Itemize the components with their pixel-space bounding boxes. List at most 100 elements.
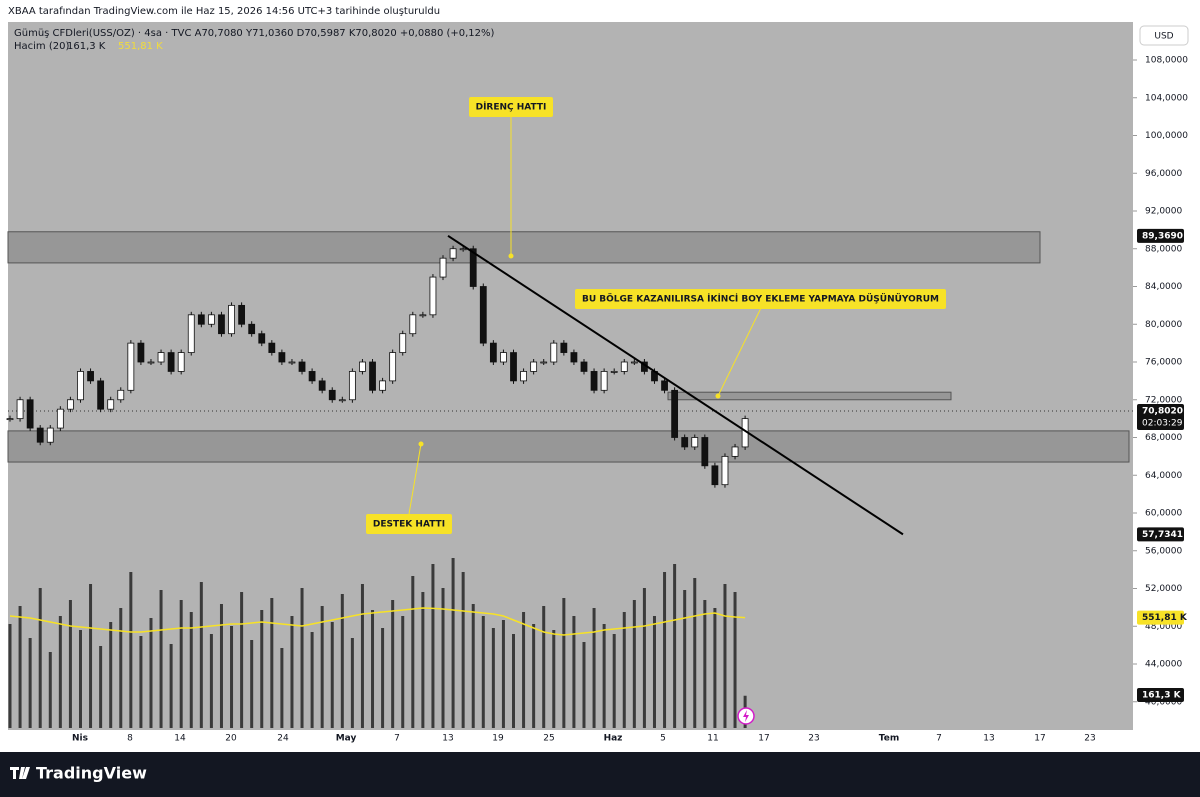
volume-bar	[663, 572, 667, 728]
x-tick-label: 11	[707, 734, 718, 744]
y-tick-label: 96,0000	[1145, 169, 1182, 179]
volume-bar	[703, 600, 707, 728]
trend-end-label: 57,7341	[1142, 530, 1183, 540]
x-tick-label: Haz	[604, 734, 623, 744]
volume-bar	[592, 608, 596, 728]
volume-bar	[693, 578, 697, 728]
candle-body	[731, 446, 739, 457]
annotation-leader	[408, 443, 422, 515]
symbol-legend: Gümüş CFDleri(USS/OZ) · 4sa · TVC A70,70…	[14, 28, 495, 39]
volume-bar	[622, 612, 626, 728]
volume-bar	[159, 590, 163, 728]
annotation-anchor	[418, 441, 424, 447]
volume-bar	[119, 608, 123, 728]
volume-bar	[38, 588, 42, 728]
candle-body	[671, 389, 679, 438]
candle-body	[117, 389, 125, 401]
annotation-anchor	[715, 393, 721, 399]
volume-bar	[330, 622, 334, 728]
volume-last-label: 161,3 K	[1142, 691, 1182, 701]
x-tick-label: 24	[277, 734, 289, 744]
x-tick-label: 19	[492, 734, 504, 744]
candle-body	[439, 257, 447, 278]
volume-bar	[300, 588, 304, 728]
volume-bar	[683, 590, 687, 728]
candle-body	[238, 304, 246, 325]
volume-bar	[139, 636, 143, 728]
candle-body	[127, 342, 135, 391]
currency-button[interactable]	[1139, 25, 1189, 46]
volume-bar	[270, 598, 274, 728]
candle-body	[661, 380, 668, 391]
y-tick-label: 56,0000	[1145, 546, 1182, 556]
volume-bar	[602, 624, 606, 728]
footer-bar	[0, 752, 1200, 797]
x-tick-label: 23	[808, 734, 819, 744]
candle-body	[409, 314, 417, 335]
candle-body	[630, 361, 638, 364]
volume-bar	[89, 584, 93, 728]
candle-body	[318, 380, 326, 391]
x-tick-label: 13	[442, 734, 453, 744]
logo-icon	[10, 767, 30, 779]
volume-bar	[280, 648, 284, 728]
candle-body	[26, 399, 34, 429]
volume-bar	[48, 652, 52, 728]
candle-body	[67, 399, 74, 410]
candle-body	[157, 352, 165, 363]
volume-bar	[673, 564, 677, 728]
volume-bar	[451, 558, 455, 728]
volume-bar	[78, 630, 82, 728]
volume-bar	[522, 612, 526, 728]
candle-body	[328, 389, 336, 401]
volume-legend-value: 161,3 K	[67, 41, 106, 52]
candle-body	[308, 371, 316, 382]
volume-ma-label-bg	[1137, 610, 1184, 625]
y-tick-label: 40,0000	[1145, 697, 1182, 707]
volume-bar	[109, 622, 113, 728]
volume-bar	[350, 638, 354, 728]
candle-body	[479, 286, 487, 344]
candle-body	[580, 361, 588, 372]
candle-body	[459, 248, 467, 251]
volume-bar	[8, 624, 12, 728]
candle-body	[97, 380, 105, 410]
candle-body	[600, 371, 608, 391]
attribution: XBAA tarafından TradingView.com ile Haz …	[8, 6, 440, 17]
currency-button-label[interactable]: USD	[1154, 32, 1173, 42]
candle-body	[469, 248, 477, 287]
candle-body	[560, 342, 568, 353]
candle-body	[6, 418, 14, 421]
volume-bar	[572, 616, 576, 728]
volume-bar	[532, 624, 536, 728]
volume-bar	[431, 564, 435, 728]
candle-body	[399, 333, 407, 353]
x-tick-label: 7	[936, 734, 942, 744]
y-tick-label: 60,0000	[1145, 509, 1182, 519]
candle-body	[46, 427, 54, 443]
volume-bar	[512, 634, 515, 728]
annotation-text: BU BÖLGE KAZANILIRSA İKİNCİ BOY EKLEME Y…	[582, 294, 939, 305]
volume-bar	[18, 606, 22, 728]
candle-body	[691, 437, 699, 448]
volume-legend-ma: 551,81 K	[118, 41, 163, 52]
candle-body	[711, 465, 719, 486]
volume-bar	[461, 572, 465, 728]
volume-bar	[209, 634, 213, 728]
volume-bar	[562, 598, 566, 728]
zone-target	[667, 391, 952, 401]
volume-bar	[733, 592, 737, 728]
candle-body	[187, 314, 195, 353]
volume-bar	[189, 612, 193, 728]
candle-body	[389, 352, 397, 382]
volume-bar	[310, 632, 314, 728]
y-tick-label: 100,0000	[1145, 131, 1188, 141]
current-price-bg	[1137, 404, 1184, 431]
candle-body	[610, 371, 618, 373]
candle-body	[500, 352, 507, 363]
candle-body	[288, 361, 296, 364]
volume-ma-label: 551,81 K	[1142, 613, 1188, 623]
x-tick-label: Nis	[72, 734, 88, 744]
